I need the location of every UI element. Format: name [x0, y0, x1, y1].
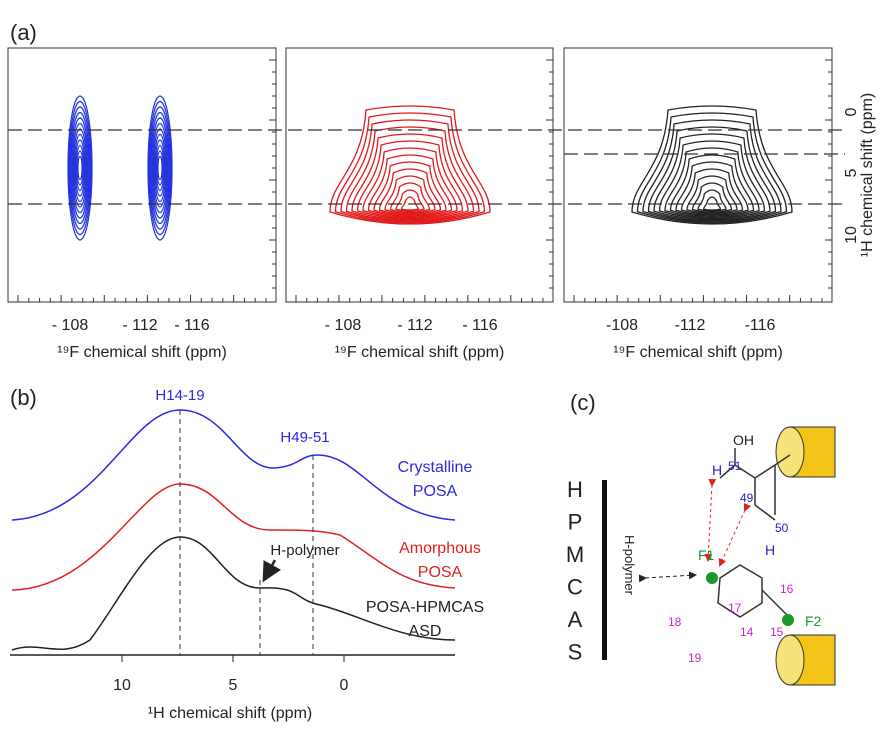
contour: [671, 155, 754, 216]
contour: [698, 190, 726, 211]
x-tick-label: - 116: [174, 317, 209, 334]
atom-label: 16: [780, 582, 794, 596]
x-tick-label: - 108: [52, 317, 89, 334]
polymer-bar: [602, 480, 607, 660]
polymer-letter: A: [568, 607, 583, 632]
contour: [660, 141, 765, 219]
contour: [330, 106, 490, 224]
peak-label: H49-51: [280, 429, 329, 446]
spectrum: [12, 410, 455, 520]
plot-frame: [8, 48, 276, 302]
plot-frame: [286, 48, 553, 302]
spectrum-label: POSA: [418, 564, 463, 581]
atom-label: H: [712, 462, 722, 478]
atom: [706, 572, 718, 584]
y-tick-label: 0: [843, 107, 860, 116]
plot-frame: [564, 48, 832, 302]
x-tick-label: -108: [606, 317, 638, 334]
x-axis-title: ¹⁹F chemical shift (ppm): [57, 344, 227, 361]
atom-label: 19: [688, 651, 702, 665]
contour: [396, 190, 424, 211]
y-axis-title: ¹H chemical shift (ppm): [859, 93, 876, 257]
x-tick-label: - 108: [325, 317, 362, 334]
panel-label: (a): [10, 20, 37, 45]
atom-label: 49: [740, 491, 754, 505]
x-tick-label: 5: [229, 677, 238, 694]
spectrum-label: Amorphous: [399, 540, 481, 557]
atom-label: 18: [668, 615, 682, 629]
spectrum: [12, 484, 455, 590]
peak-label: H14-19: [155, 387, 204, 404]
arrow: [720, 510, 745, 565]
contour: [632, 106, 792, 224]
polymer-letter: M: [566, 542, 584, 567]
atom: [782, 614, 794, 626]
contour: [369, 155, 452, 216]
annotation: H-polymer: [270, 542, 339, 559]
x-axis-title: ¹H chemical shift (ppm): [148, 705, 312, 722]
atom-label: 14: [740, 625, 754, 639]
atom-label: H: [765, 542, 775, 558]
spectrum-label: ASD: [409, 623, 442, 640]
y-tick-label: 5: [843, 168, 860, 177]
x-tick-label: 10: [113, 677, 131, 694]
contour: [158, 157, 162, 180]
panel-label: (c): [570, 390, 596, 415]
polymer-letter: S: [568, 640, 583, 665]
polymer-label: H-polymer: [622, 535, 637, 596]
atom-label: 17: [728, 601, 742, 615]
figure: (a) (b) (c) - 108 - 112 - 116 ¹⁹F chemical …: [0, 0, 882, 724]
atom-label: OH: [733, 432, 754, 448]
contour: [358, 141, 463, 219]
x-axis-title: ¹⁹F chemical shift (ppm): [613, 344, 783, 361]
atom-label: 15: [770, 625, 784, 639]
spectrum-label: Crystalline: [398, 459, 473, 476]
polymer-letter: H: [567, 477, 583, 502]
contour: [78, 157, 82, 180]
panel-label: (b): [10, 385, 37, 410]
cylinder-end: [776, 635, 804, 685]
x-axis-title: ¹⁹F chemical shift (ppm): [335, 344, 505, 361]
atom-label: 51: [728, 459, 742, 473]
x-tick-label: 0: [340, 677, 349, 694]
x-tick-label: -116: [745, 317, 776, 334]
arrow: [265, 560, 275, 578]
atom-label: 50: [775, 521, 789, 535]
atom-label: F2: [805, 613, 822, 629]
spectrum-label: POSA-HPMCAS: [366, 599, 484, 616]
x-tick-label: - 112: [122, 317, 157, 334]
spectrum-label: POSA: [413, 483, 458, 500]
cylinder-end: [776, 427, 804, 477]
polymer-letter: P: [568, 510, 583, 535]
x-tick-label: -112: [675, 317, 706, 334]
atom-label: F1: [698, 547, 715, 563]
x-tick-label: - 116: [462, 317, 497, 334]
arrow: [645, 575, 695, 578]
x-tick-label: - 112: [397, 317, 432, 334]
spectrum: [12, 537, 455, 650]
y-tick-label: 10: [843, 226, 860, 244]
polymer-letter: C: [567, 575, 583, 600]
